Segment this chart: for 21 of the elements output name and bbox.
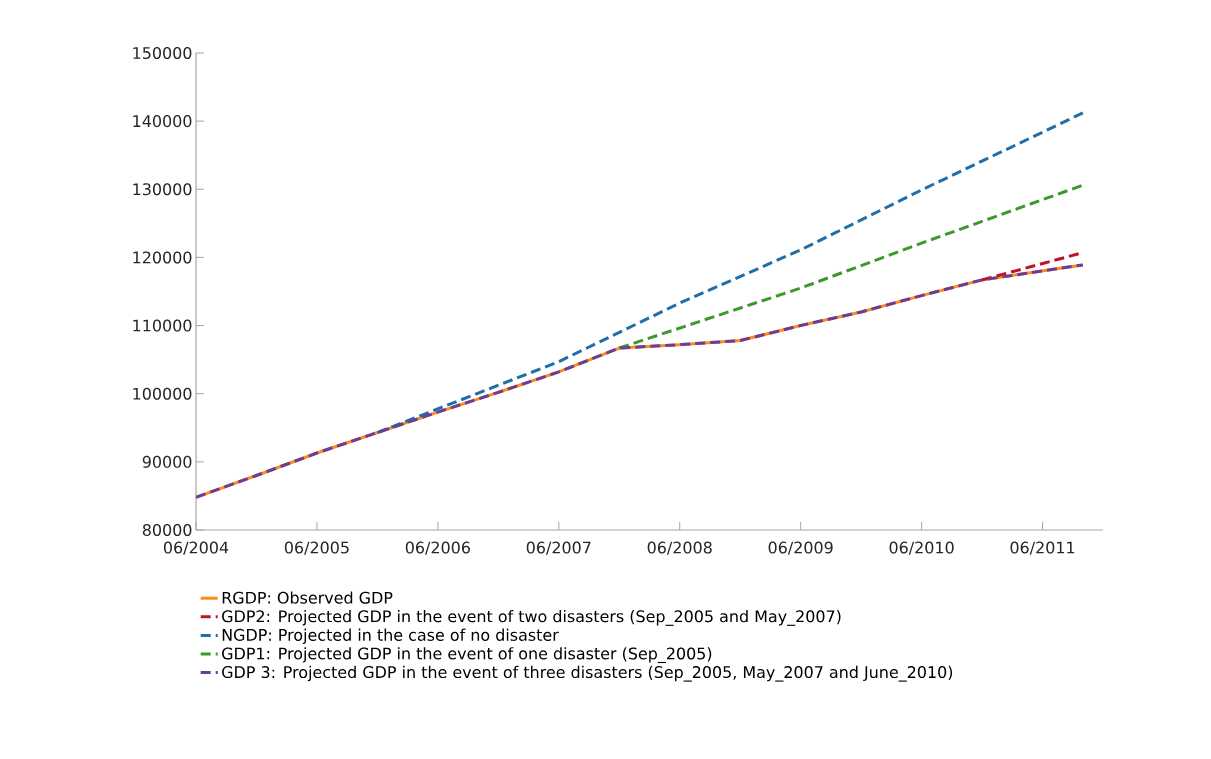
y-tick-label: 90000 [142,455,192,468]
y-tick-label: 130000 [133,183,192,196]
x-tick-label: 06/2005 [284,541,349,555]
legend-label: NGDP: Projected in the case of no disaster [222,628,559,645]
y-tick-label: 120000 [133,251,192,264]
legend-label: GDP2: Projected GDP in the event of two disasters (Sep_2005 and May_2007) [222,610,841,626]
x-tick-label: 06/2004 [163,541,229,555]
legend-label: RGDP: Observed GDP [222,591,393,604]
y-tick-label: 80000 [142,523,192,537]
y-tick-label: 150000 [133,46,192,60]
legend-label: GDP1: Projected GDP in the event of one disaster (Sep_2005) [222,647,712,664]
y-tick-label: 100000 [133,387,192,400]
y-tick-label: 140000 [133,115,192,128]
x-tick-label: 06/2007 [526,541,591,555]
x-tick-label: 06/2011 [1010,541,1075,555]
y-tick-label: 110000 [133,319,192,332]
legend-label: GDP 3: Projected GDP in the event of three disasters (Sep_2005, May_2007 and June_2010) [222,665,953,682]
x-tick-label: 06/2006 [405,541,470,555]
x-tick-label: 06/2009 [768,541,833,555]
x-tick-label: 06/2008 [647,541,712,555]
x-tick-label: 06/2010 [889,541,954,555]
